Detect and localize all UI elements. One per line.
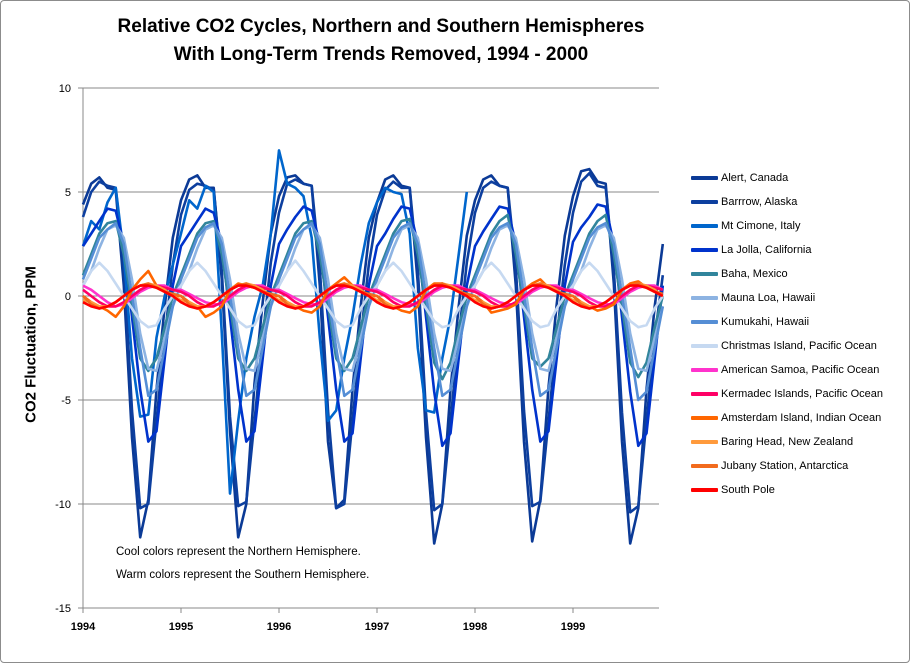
y-tick-label: 10 <box>59 83 71 95</box>
x-tick-label: 1995 <box>169 621 193 633</box>
legend-swatch <box>691 224 718 228</box>
legend-item: Alert, Canada <box>691 170 788 186</box>
legend-swatch <box>691 296 718 300</box>
legend-swatch <box>691 488 718 492</box>
legend-swatch <box>691 416 718 420</box>
series-line-la-jolla-california <box>81 203 665 448</box>
y-tick-label: 5 <box>65 187 71 199</box>
series-line-south-pole <box>82 284 664 310</box>
x-tick-label: 1997 <box>365 621 389 633</box>
legend-label: La Jolla, California <box>721 244 812 256</box>
x-tick-label: 1996 <box>267 621 291 633</box>
chart-title-line-2: With Long-Term Trends Removed, 1994 - 20… <box>173 44 589 65</box>
legend-swatch <box>691 248 718 252</box>
legend-swatch <box>691 440 718 444</box>
legend-label: Jubany Station, Antarctica <box>721 460 849 472</box>
legend-item: Kumukahi, Hawaii <box>691 314 809 330</box>
legend-swatch <box>691 368 718 372</box>
annotation-southern: Warm colors represent the Southern Hemis… <box>116 569 370 581</box>
x-tick-label: 1998 <box>463 621 487 633</box>
legend-label: Amsterdam Island, Indian Ocean <box>721 412 882 424</box>
legend-label: Kermadec Islands, Pacific Ocean <box>721 388 884 400</box>
legend-swatch <box>691 200 718 204</box>
legend-item: Mauna Loa, Hawaii <box>691 290 815 306</box>
legend-item: Baring Head, New Zealand <box>691 434 853 450</box>
legend-label: Christmas Island, Pacific Ocean <box>721 340 877 352</box>
legend-item: Amsterdam Island, Indian Ocean <box>691 410 881 426</box>
legend-label: Mauna Loa, Hawaii <box>721 292 816 304</box>
y-tick-label: -5 <box>61 395 71 407</box>
legend-swatch <box>691 344 718 348</box>
legend-item: Kermadec Islands, Pacific Ocean <box>691 386 883 402</box>
legend-swatch <box>691 320 718 324</box>
series-line-kermadec-islands-pacific-ocean <box>82 284 664 308</box>
x-tick-label: 1994 <box>71 621 96 633</box>
legend-swatch <box>691 176 718 180</box>
chart-title-line-1: Relative CO2 Cycles, Northern and Southe… <box>117 16 645 37</box>
legend-item: Mt Cimone, Italy <box>691 218 800 234</box>
series-line-mt-cimone-italy <box>81 149 469 495</box>
legend-label: South Pole <box>721 484 775 496</box>
legend-swatch <box>691 392 718 396</box>
legend-item: American Samoa, Pacific Ocean <box>691 362 879 378</box>
legend-label: Baring Head, New Zealand <box>721 436 854 448</box>
legend-item: Christmas Island, Pacific Ocean <box>691 338 877 354</box>
legend-label: Baha, Mexico <box>721 268 788 280</box>
legend-swatch <box>691 272 718 276</box>
y-tick-label: 0 <box>65 291 71 303</box>
legend-label: Barrrow, Alaska <box>721 196 798 208</box>
y-tick-label: -10 <box>55 499 71 511</box>
series-line-kumukahi-hawaii <box>81 221 665 402</box>
legend-label: American Samoa, Pacific Ocean <box>721 364 880 376</box>
legend-item: Barrrow, Alaska <box>691 194 797 210</box>
legend-label: Alert, Canada <box>721 172 789 184</box>
x-tick-label: 1999 <box>561 621 585 633</box>
series-line-alert-canada <box>81 167 665 545</box>
legend-item: La Jolla, California <box>691 242 812 258</box>
legend-label: Mt Cimone, Italy <box>721 220 801 232</box>
y-tick-label: -15 <box>55 603 71 615</box>
series-line-barrrow-alaska <box>81 172 665 514</box>
legend-swatch <box>691 464 718 468</box>
legend-item: South Pole <box>691 482 775 498</box>
legend-label: Kumukahi, Hawaii <box>721 316 810 328</box>
series-line-jubany-station-antarctica <box>82 282 664 310</box>
annotation-northern: Cool colors represent the Northern Hemis… <box>116 546 361 558</box>
legend-item: Baha, Mexico <box>691 266 788 282</box>
legend-item: Jubany Station, Antarctica <box>691 458 848 474</box>
